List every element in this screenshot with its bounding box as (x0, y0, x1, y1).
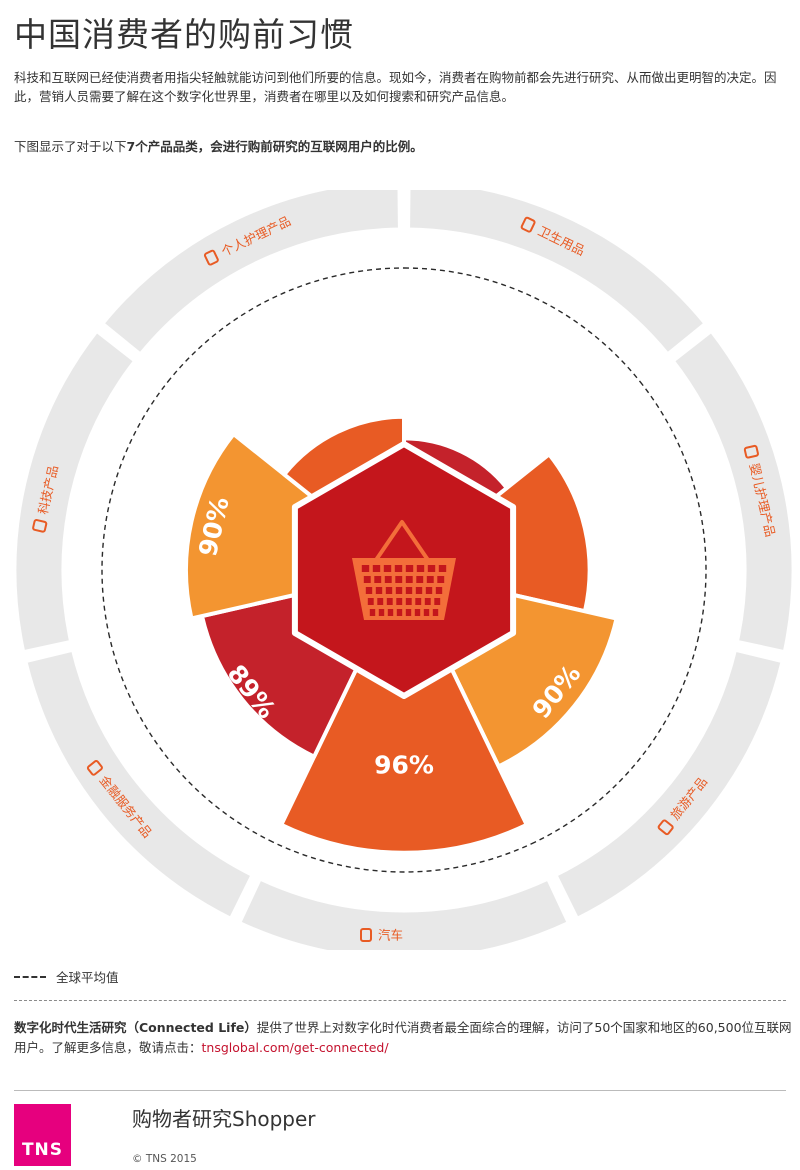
basket-cell (425, 587, 433, 594)
basket-cell (405, 576, 413, 583)
shopper-title: 购物者研究Shopper (132, 1107, 316, 1131)
basket-cell (415, 598, 422, 605)
basket-cell (423, 609, 430, 616)
basket-cell (395, 587, 403, 594)
category-label: 汽车 (360, 928, 403, 943)
category-ring-segment (11, 326, 140, 656)
basket-cell (416, 576, 424, 583)
basket-cell (372, 565, 381, 572)
intro-paragraph: 科技和互联网已经使消费者用指尖轻触就能访问到他们所要的信息。现如今，消费者在购物… (14, 70, 777, 104)
basket-cell (384, 576, 392, 583)
legend-dashed-line (14, 975, 46, 978)
basket-cell (416, 565, 425, 572)
basket-cell (383, 565, 392, 572)
basket-cell (424, 598, 431, 605)
basket-cell (438, 565, 447, 572)
chart-description-bold-1: 7个产品品类 (126, 139, 198, 154)
baby-icon (743, 444, 759, 459)
category-label-text: 汽车 (378, 928, 403, 943)
category-ring-segment (21, 646, 257, 923)
solid-divider (14, 1090, 786, 1091)
icon-shape (657, 819, 674, 836)
basket-cell (405, 565, 414, 572)
page-title: 中国消费者的购前习惯 (14, 15, 354, 54)
tns-logo-text: TNS (21, 1140, 64, 1160)
value-label: 96% (374, 751, 434, 780)
chart-description-prefix: 下图显示了对于以下 (14, 139, 127, 154)
icon-shape (203, 249, 219, 266)
footer-link[interactable]: tnsglobal.com/get-connected/ (201, 1040, 389, 1055)
chart-description-sep: ， (197, 139, 211, 154)
icon-shape (520, 216, 536, 233)
basket-cell (374, 576, 382, 583)
radial-chart: 82%87%90%96%89%90%84% 卫生用品婴儿护理产品旅游产品汽车金融… (11, 190, 797, 950)
footer-note: 数字化时代生活研究（Connected Life）提供了世界上对数字化时代消费者… (14, 1018, 794, 1058)
basket-handle (374, 520, 430, 562)
basket-grid (361, 565, 447, 616)
value-wedge (279, 568, 529, 855)
footer-study-name: 数字化时代生活研究（Connected Life） (14, 1020, 257, 1035)
basket-cell (377, 598, 384, 605)
shopping-basket-icon (352, 520, 456, 620)
footer-description: 提供了世界上对数字化时代消费者最全面综合的理解，访问了50个国家和地区的60,5… (14, 1020, 792, 1055)
copyright: © TNS 2015 (132, 1153, 197, 1165)
value-label: 82% (455, 368, 522, 420)
basket-cell (394, 565, 403, 572)
tns-logo: TNS (14, 1104, 71, 1166)
icon-shape (360, 928, 372, 942)
chart-description-bold-2: 会进行购前研究的互联网用户的比例。 (210, 139, 423, 154)
basket-cell (367, 598, 374, 605)
icon-shape (743, 444, 759, 459)
basket-cell (386, 598, 393, 605)
basket-cell (385, 587, 393, 594)
category-ring (11, 190, 797, 950)
category-ring-segment (551, 646, 787, 923)
icon-shape (32, 519, 48, 533)
basket-cell (437, 576, 445, 583)
category-ring-segment (405, 190, 710, 359)
basket-cell (432, 609, 439, 616)
basket-cell (426, 576, 434, 583)
tube-icon (520, 216, 536, 233)
basket-cell (405, 587, 413, 594)
category-ring-segment (98, 190, 403, 359)
basket-cell (414, 609, 421, 616)
basket-cell (387, 609, 394, 616)
airplane-icon (657, 819, 674, 836)
steering-wheel-icon (360, 928, 372, 942)
category-ring-segment (235, 874, 573, 950)
value-label: 84% (286, 368, 353, 420)
basket-cell (427, 565, 436, 572)
laptop-icon (32, 519, 48, 533)
center-hexagon (291, 441, 517, 699)
global-average-line (101, 267, 707, 873)
basket-cell (434, 598, 441, 605)
basket-cell (396, 609, 403, 616)
bottles-icon (203, 249, 219, 266)
basket-cell (395, 576, 403, 583)
basket-cell (405, 598, 412, 605)
basket-cell (378, 609, 385, 616)
basket-cell (375, 587, 383, 594)
basket-cell (365, 587, 373, 594)
legend-label: 全球平均值 (56, 970, 119, 985)
chart-legend: 全球平均值 (14, 967, 119, 986)
basket-cell (415, 587, 423, 594)
category-ring-segment (668, 326, 797, 656)
basket-cell (363, 576, 371, 583)
bank-icon (86, 760, 103, 776)
basket-cell (361, 565, 370, 572)
chart-description: 下图显示了对于以下7个产品品类，会进行购前研究的互联网用户的比例。 (14, 136, 423, 155)
basket-cell (369, 609, 376, 616)
dashed-divider (14, 1000, 786, 1001)
basket-cell (405, 609, 412, 616)
icon-shape (86, 760, 103, 776)
basket-cell (396, 598, 403, 605)
basket-cell (435, 587, 443, 594)
